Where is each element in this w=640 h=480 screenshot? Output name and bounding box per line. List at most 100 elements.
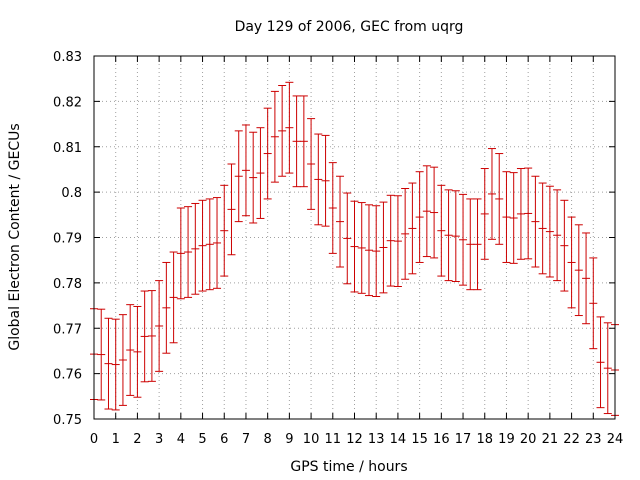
x-tick-label: 20 [520, 432, 537, 447]
x-tick-label: 4 [177, 432, 185, 447]
x-tick-label: 8 [264, 432, 272, 447]
error-bar [538, 182, 547, 275]
error-bar [285, 81, 294, 174]
error-bar [415, 171, 424, 263]
x-tick-label: 5 [198, 432, 206, 447]
error-bar [487, 148, 496, 240]
x-tick-label: 23 [585, 432, 602, 447]
error-bar [393, 195, 402, 288]
error-bar [509, 172, 518, 264]
error-bar [234, 130, 243, 223]
x-tick-label: 0 [90, 432, 98, 447]
y-axis-title: Global Electron Content / GECUs [7, 123, 23, 350]
error-bar [343, 192, 352, 285]
error-bar [111, 318, 120, 411]
x-tick-label: 17 [455, 432, 472, 447]
y-axis-ticks: 0.75 0.76 0.77 0.78 0.79 0.8 0.81 0.82 0.83 [53, 50, 615, 428]
error-bar [227, 163, 236, 256]
error-bar [357, 202, 366, 294]
x-tick-label: 9 [285, 432, 293, 447]
y-tick-label: 0.82 [53, 95, 82, 110]
error-bar [545, 185, 554, 278]
error-bar [126, 304, 135, 396]
y-tick-label: 0.79 [53, 232, 82, 247]
error-bar [553, 189, 562, 282]
error-bar [220, 184, 229, 277]
error-bar [176, 207, 185, 300]
x-tick-label: 24 [607, 432, 624, 447]
error-bar [278, 84, 287, 177]
error-bar [444, 189, 453, 282]
x-axis-ticks: 0 1 2 3 4 5 6 7 8 9 10 11 12 13 14 15 16 17 18 19 20 21 22 23 24 [90, 56, 623, 447]
error-bar [270, 90, 279, 183]
error-bar [459, 193, 468, 286]
error-bar [321, 134, 330, 227]
x-tick-label: 1 [112, 432, 120, 447]
error-bar [213, 197, 222, 289]
y-tick-label: 0.76 [53, 368, 82, 383]
error-bar [430, 166, 439, 259]
error-bar [328, 162, 337, 254]
y-tick-label: 0.83 [53, 50, 82, 65]
error-bar [249, 131, 258, 224]
error-bar [560, 199, 569, 292]
error-bar [589, 257, 598, 350]
y-tick-label: 0.75 [53, 413, 82, 428]
error-bar [292, 95, 301, 188]
error-bar [408, 182, 417, 275]
error-bars [90, 81, 619, 416]
error-bar [603, 322, 612, 415]
error-bar [516, 168, 525, 260]
error-bar [147, 290, 156, 382]
error-bar [350, 200, 359, 293]
error-bar [596, 316, 605, 409]
error-bar [97, 308, 106, 401]
error-bar [574, 224, 583, 317]
error-bar [140, 290, 149, 383]
error-bar [372, 205, 381, 297]
y-tick-label: 0.78 [53, 277, 82, 292]
error-bar [184, 206, 193, 298]
error-bar [502, 171, 511, 263]
error-bar [133, 305, 142, 398]
x-tick-label: 7 [242, 432, 250, 447]
error-bar [314, 133, 323, 226]
error-bar [480, 168, 489, 260]
error-bar [241, 124, 250, 217]
error-bar [256, 127, 265, 219]
error-bar [451, 190, 460, 283]
x-tick-label: 10 [303, 432, 320, 447]
error-bar [495, 153, 504, 245]
x-tick-label: 19 [498, 432, 515, 447]
y-tick-label: 0.77 [53, 322, 82, 337]
x-tick-label: 14 [390, 432, 407, 447]
error-bar [162, 261, 171, 354]
error-bar [379, 201, 388, 294]
error-bar [473, 198, 482, 291]
x-tick-label: 15 [411, 432, 428, 447]
x-tick-label: 3 [155, 432, 163, 447]
y-tick-label: 0.81 [53, 141, 82, 156]
x-tick-label: 18 [476, 432, 493, 447]
error-bar [524, 167, 533, 260]
error-bar [582, 232, 591, 325]
error-bar [437, 184, 446, 277]
error-bar [198, 199, 207, 292]
error-bar [104, 317, 113, 410]
error-bar [531, 175, 540, 268]
error-bar [205, 198, 214, 291]
error-bar [386, 194, 395, 287]
error-bar [307, 118, 316, 210]
chart-title: Day 129 of 2006, GEC from uqrg [235, 19, 464, 35]
error-bar [422, 165, 431, 258]
error-bar [567, 216, 576, 309]
error-bar [191, 202, 200, 295]
x-axis-title: GPS time / hours [290, 459, 407, 475]
error-bar [169, 251, 178, 344]
error-bar [466, 198, 475, 291]
x-tick-label: 2 [133, 432, 141, 447]
x-tick-label: 16 [433, 432, 450, 447]
error-bar [299, 95, 308, 188]
x-tick-label: 22 [563, 432, 580, 447]
error-bar [263, 107, 272, 200]
